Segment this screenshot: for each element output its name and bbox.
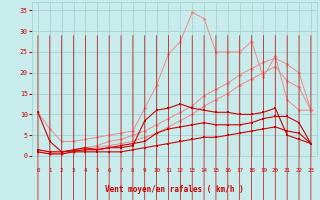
X-axis label: Vent moyen/en rafales ( km/h ): Vent moyen/en rafales ( km/h ) [105, 185, 244, 194]
